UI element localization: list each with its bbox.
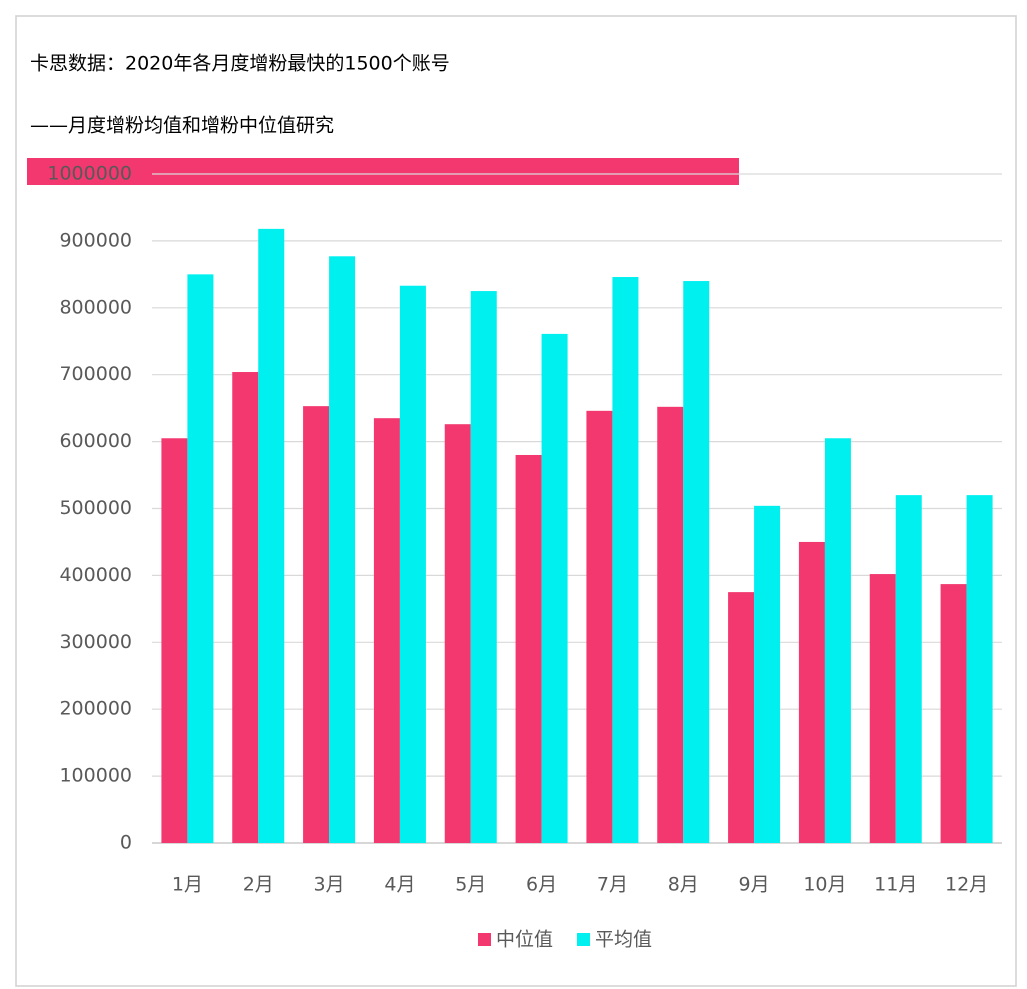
bar — [399, 285, 426, 843]
x-tick-label: 12月 — [945, 874, 988, 896]
bar — [444, 424, 471, 843]
bar — [232, 372, 259, 843]
bar — [966, 495, 993, 843]
legend-swatch — [478, 933, 491, 946]
bar — [470, 291, 497, 843]
bar — [258, 228, 285, 843]
x-tick-label: 6月 — [526, 874, 557, 896]
y-tick-label: 900000 — [59, 229, 132, 251]
title-underline — [27, 158, 739, 185]
y-tick-label: 500000 — [59, 497, 132, 519]
chart-title: 卡思数据：2020年各月度增粉最快的1500个账号 — [30, 53, 450, 75]
x-tick-label: 3月 — [314, 874, 345, 896]
bar — [895, 495, 922, 843]
chart-subtitle: ——月度增粉均值和增粉中位值研究 — [30, 115, 334, 137]
x-tick-label: 5月 — [455, 874, 486, 896]
legend-label: 平均值 — [595, 929, 652, 951]
y-tick-label: 400000 — [59, 564, 132, 586]
bar — [824, 438, 851, 843]
x-tick-label: 1月 — [172, 874, 203, 896]
y-tick-label: 1000000 — [47, 163, 132, 185]
y-tick-label: 200000 — [59, 698, 132, 720]
bar — [869, 574, 896, 843]
x-tick-label: 4月 — [384, 874, 415, 896]
y-tick-label: 700000 — [59, 363, 132, 385]
bar — [303, 406, 330, 843]
bar — [754, 505, 781, 843]
legend-label: 中位值 — [496, 929, 553, 951]
bar — [187, 274, 214, 844]
bar — [541, 333, 568, 843]
y-tick-label: 800000 — [59, 296, 132, 318]
bar — [329, 256, 356, 843]
bar — [612, 277, 639, 843]
x-tick-label: 9月 — [739, 874, 770, 896]
bar — [728, 592, 755, 843]
bar — [515, 454, 542, 843]
legend-swatch — [577, 933, 590, 946]
bar — [657, 406, 684, 843]
bar — [161, 438, 188, 843]
bar — [373, 418, 400, 843]
bar — [586, 410, 613, 843]
x-tick-label: 10月 — [803, 874, 846, 896]
y-tick-label: 300000 — [59, 631, 132, 653]
bar — [683, 281, 710, 843]
bar — [940, 584, 967, 843]
x-tick-label: 7月 — [597, 874, 628, 896]
x-tick-label: 2月 — [243, 874, 274, 896]
x-tick-label: 8月 — [668, 874, 699, 896]
bar — [798, 541, 825, 843]
y-tick-label: 100000 — [59, 765, 132, 787]
y-tick-label: 600000 — [59, 430, 132, 452]
x-tick-label: 11月 — [874, 874, 917, 896]
y-tick-label: 0 — [120, 832, 132, 854]
